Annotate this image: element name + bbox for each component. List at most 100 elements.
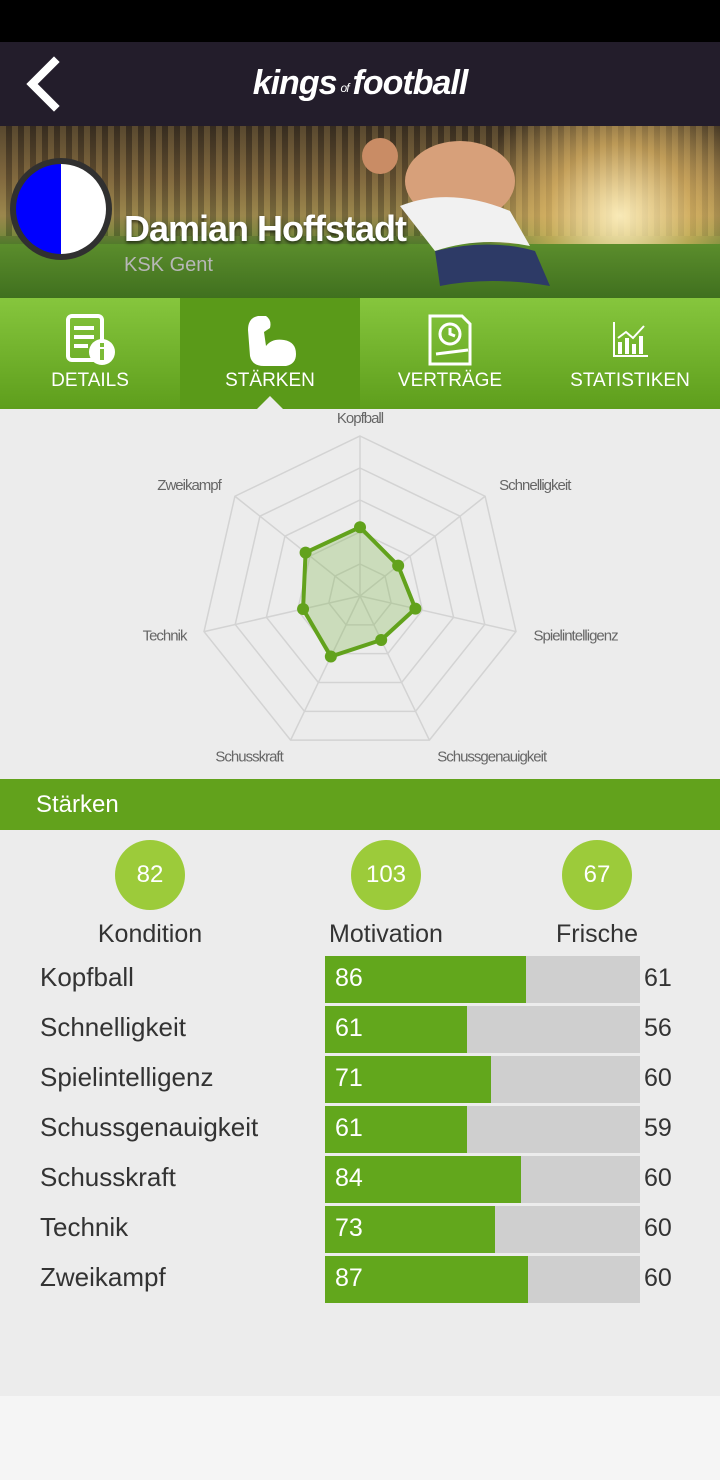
skill-bar: 61 <box>325 1106 640 1153</box>
logo-football: football <box>352 64 469 102</box>
strengths-radar-chart: Kopfball Schnelligkeit Spielintelligenz Sch… <box>0 409 720 779</box>
radar-axis-label: Schusskraft <box>215 748 284 765</box>
skill-bar: 87 <box>325 1256 640 1303</box>
player-club: KSK Gent <box>124 254 213 276</box>
skill-max: 60 <box>644 1264 672 1292</box>
radar-grid-ring <box>234 467 486 713</box>
radar-value-area <box>301 524 418 659</box>
skill-max: 61 <box>644 964 672 992</box>
skill-max: 60 <box>644 1214 672 1242</box>
tab-details-label: DETAILS <box>51 370 129 391</box>
skill-row: Kopfball 86 61 <box>0 956 720 1004</box>
logo-of: of <box>340 81 350 95</box>
radar-spoke <box>359 495 486 597</box>
skill-name: Kopfball <box>40 962 134 992</box>
skill-name: Schusskraft <box>40 1162 176 1192</box>
skill-bar: 73 <box>325 1206 640 1253</box>
tab-bar: DETAILS STÄRKEN VERTRÄGE STATISTIKEN <box>0 298 720 410</box>
radar-axis-label: Spielintelligenz <box>534 628 619 645</box>
radar-axis-label: Technik <box>143 628 188 645</box>
skill-bar-fill <box>325 1206 496 1253</box>
logo-kings: kings <box>252 64 338 102</box>
radar-axis-label: Schussgenauigkeit <box>437 748 548 765</box>
section-title: Stärken <box>36 791 119 818</box>
skill-bar: 71 <box>325 1056 640 1103</box>
skill-max: 60 <box>644 1064 672 1092</box>
radar-point <box>324 650 337 663</box>
player-photo <box>362 138 550 286</box>
radar-point <box>297 602 310 615</box>
tab-staerken-label: STÄRKEN <box>225 370 315 391</box>
tab-staerken[interactable]: STÄRKEN <box>180 298 360 410</box>
flexed-arm-icon <box>248 316 296 366</box>
bar-chart-icon <box>613 322 648 357</box>
skill-value: 87 <box>335 1264 363 1292</box>
skill-name: Schussgenauigkeit <box>40 1112 259 1142</box>
skill-value: 86 <box>335 964 363 992</box>
skill-value: 61 <box>335 1014 363 1042</box>
skill-value: 71 <box>335 1064 363 1092</box>
club-crest <box>10 158 112 260</box>
bottom-area <box>0 1396 720 1480</box>
skill-bar-fill <box>325 956 526 1003</box>
skill-row: Schussgenauigkeit 61 59 <box>0 1106 720 1154</box>
radar-spoke <box>234 495 361 597</box>
skill-name: Technik <box>40 1212 129 1242</box>
player-name: Damian Hoffstadt <box>124 208 407 249</box>
radar-spoke <box>359 595 517 633</box>
skill-max: 56 <box>644 1014 672 1042</box>
details-document-icon <box>66 314 115 365</box>
motivation-label: Motivation <box>329 920 443 948</box>
radar-spoke <box>203 595 361 633</box>
motivation-badge: 103 <box>351 840 421 910</box>
frische-badge: 67 <box>562 840 632 910</box>
kondition-label: Kondition <box>97 920 203 948</box>
chevron-left-icon <box>26 56 60 112</box>
strengths-panel: 82 103 67 Kondition Motivation Frische K… <box>0 830 720 1396</box>
player-header-banner <box>0 126 720 298</box>
tab-statistiken[interactable]: STATISTIKEN <box>540 298 720 409</box>
app-bar: kings of football <box>0 42 720 126</box>
skill-name: Spielintelligenz <box>40 1062 214 1092</box>
app-logo: kings of football <box>0 64 720 103</box>
tab-statistiken-label: STATISTIKEN <box>570 370 690 391</box>
tab-vertraege-label: VERTRÄGE <box>397 370 503 391</box>
radar-point <box>299 546 312 559</box>
skill-bar-fill <box>325 1256 528 1303</box>
skill-row: Technik 73 60 <box>0 1206 720 1254</box>
skill-value: 84 <box>335 1164 363 1192</box>
radar-grid-ring <box>203 435 517 741</box>
tab-vertraege[interactable]: VERTRÄGE <box>360 298 540 409</box>
radar-grid-ring <box>327 563 393 626</box>
radar-grid-ring <box>265 499 455 684</box>
radar-axis-label: Zweikampf <box>157 477 222 494</box>
radar-svg: Kopfball Schnelligkeit Spielintelligenz Sch… <box>143 410 619 765</box>
back-button[interactable] <box>18 52 72 116</box>
skill-value: 61 <box>335 1114 363 1142</box>
radar-grid-ring <box>296 531 424 655</box>
status-bar <box>0 0 720 42</box>
radar-axis-label: Kopfball <box>337 410 384 427</box>
section-header: Stärken <box>0 779 720 830</box>
skill-row: Schnelligkeit 61 56 <box>0 1006 720 1054</box>
skill-bar: 86 <box>325 956 640 1003</box>
skill-name: Zweikampf <box>40 1262 166 1292</box>
skill-row: Schusskraft 84 60 <box>0 1156 720 1204</box>
contract-clock-icon <box>428 314 472 366</box>
skill-max: 60 <box>644 1164 672 1192</box>
radar-point <box>354 521 366 534</box>
tab-details[interactable]: DETAILS <box>0 298 180 409</box>
radar-point <box>409 602 422 615</box>
radar-spoke <box>289 595 361 741</box>
skill-value: 73 <box>335 1214 363 1242</box>
kondition-badge: 82 <box>115 840 185 910</box>
skill-bar: 84 <box>325 1156 640 1203</box>
skill-row: Zweikampf 87 60 <box>0 1256 720 1304</box>
skill-name: Schnelligkeit <box>40 1012 186 1042</box>
radar-point <box>375 633 388 646</box>
skill-bar-fill <box>325 1056 491 1103</box>
radar-spoke <box>359 595 431 741</box>
frische-label: Frische <box>556 920 638 948</box>
skill-row: Spielintelligenz 71 60 <box>0 1056 720 1104</box>
skill-bar-fill <box>325 1006 468 1053</box>
